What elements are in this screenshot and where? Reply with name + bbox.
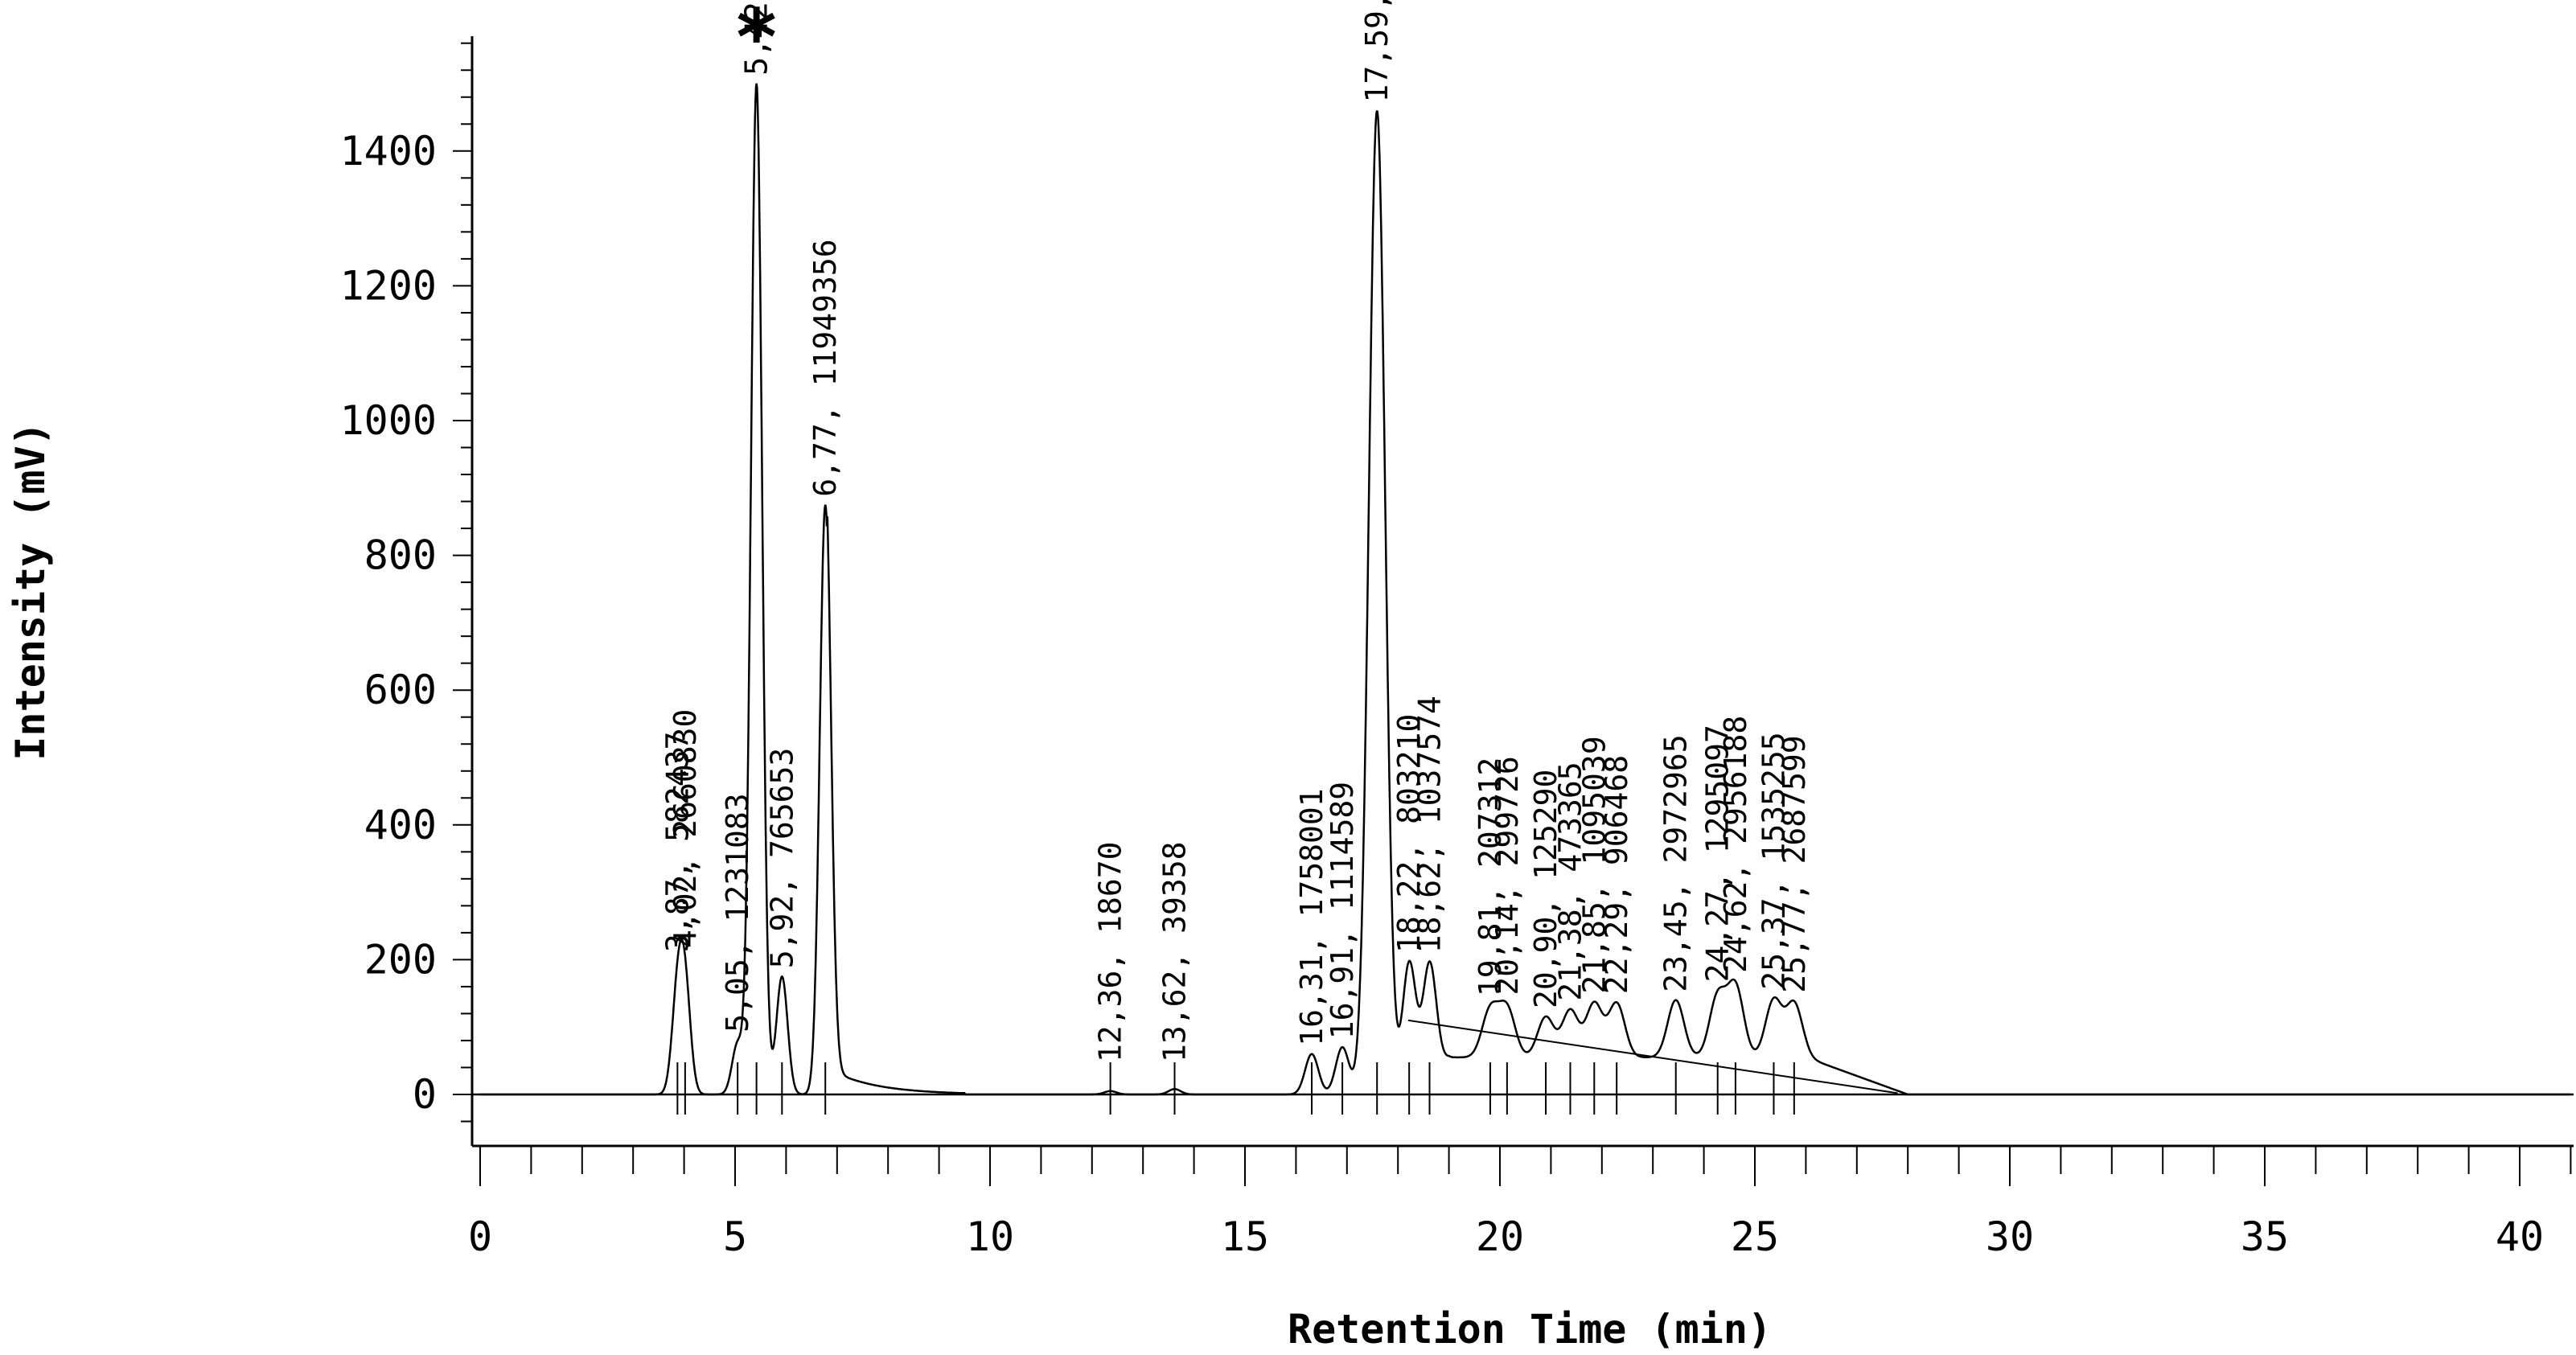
peak-marker-asterisk: * — [737, 0, 777, 83]
peak-label: 25,37, 1535255 — [1756, 732, 1792, 989]
chromatogram-trace — [480, 83, 2570, 1096]
x-tick-label: 40 — [2496, 1213, 2544, 1260]
peak-label: 13,62, 39358 — [1157, 841, 1193, 1062]
peak-label: 21,85, 1095039 — [1576, 736, 1612, 993]
peak-label: 19,81, 207312 — [1473, 758, 1508, 996]
peak-label: 18,62, 1037574 — [1412, 696, 1448, 953]
peak-label: 12,36, 18670 — [1093, 841, 1128, 1062]
y-tick-label: 200 — [364, 936, 437, 983]
x-tick-label: 20 — [1476, 1213, 1524, 1260]
peak-label: 22,29, 906468 — [1599, 755, 1634, 994]
x-tick-label: 25 — [1731, 1213, 1779, 1260]
integration-baseline — [1407, 1019, 1898, 1094]
peak-label: 16,91, 1114589 — [1325, 782, 1360, 1039]
peak-label: 24,62, 2956188 — [1718, 716, 1753, 973]
axes: 0 200 400 600 800 1000 1200 1400 0 5 10 15 20 25 30 35 4… — [340, 36, 2574, 1260]
x-tick-label: 10 — [966, 1213, 1014, 1260]
x-tick-label: 15 — [1221, 1213, 1269, 1260]
y-tick-label: 800 — [364, 532, 437, 579]
peak-label: 5,05, 1231083 — [720, 793, 755, 1032]
peak-label: 16,31, 1758001 — [1294, 788, 1329, 1045]
peak-label: 17,59, 54023001 — [1359, 0, 1395, 103]
y-tick-label: 1200 — [340, 262, 437, 309]
peak-label: 24,27, 1295097 — [1700, 725, 1736, 982]
y-tick-label: 400 — [364, 802, 437, 848]
peak-label: 21,38, 473365 — [1553, 762, 1588, 1000]
y-tick-label: 0 — [413, 1071, 437, 1118]
trace-layer — [480, 83, 2570, 1096]
peak-label: 6,77, 11949356 — [807, 239, 843, 496]
y-tick-label: 1000 — [340, 397, 437, 444]
peak-label: 23,45, 2972965 — [1658, 734, 1694, 992]
peak-label: 5,92, 765653 — [764, 748, 799, 969]
x-tick-label: 0 — [468, 1213, 492, 1260]
y-tick-label: 1400 — [340, 128, 437, 175]
peak-label: 25,77, 2687599 — [1777, 735, 1812, 992]
peak-label: 20,90, 125290 — [1528, 770, 1563, 1008]
peak-label: 20,14, 299726 — [1489, 756, 1525, 995]
x-tick-label: 5 — [723, 1213, 747, 1260]
x-tick-label: 35 — [2241, 1213, 2289, 1260]
x-tick-label: 30 — [1986, 1213, 2034, 1260]
peak-label: 5,42, 17004264 — [739, 0, 774, 76]
y-axis-title: Intensity (mV) — [7, 421, 54, 760]
y-tick-label: 600 — [364, 667, 437, 713]
x-axis-title: Retention Time (min) — [1288, 1306, 1772, 1353]
peak-label: 3,87, 582437 — [659, 732, 695, 953]
peak-label: 4,02, 2660830 — [668, 709, 703, 948]
peak-label: 18,22, 803210 — [1391, 714, 1427, 953]
